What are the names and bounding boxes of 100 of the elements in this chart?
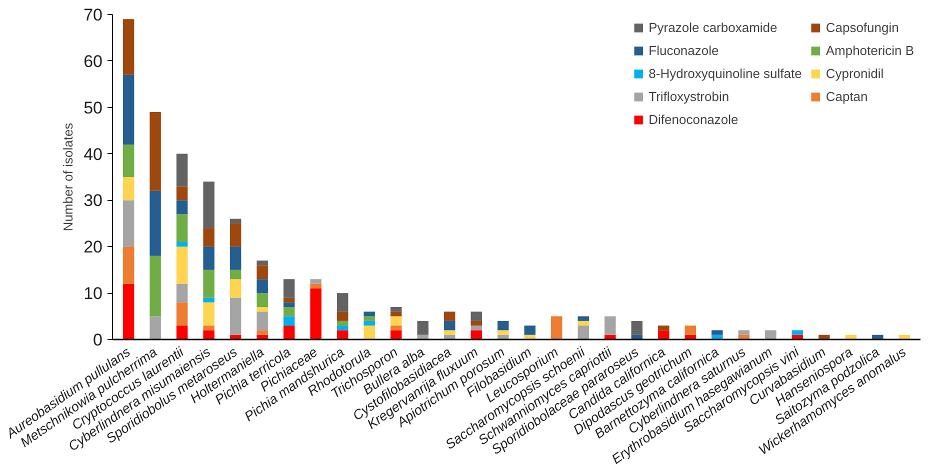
bar — [578, 316, 590, 321]
bar — [256, 312, 268, 330]
bar — [203, 270, 214, 298]
bar — [336, 330, 348, 340]
legend-label: Captan — [826, 89, 868, 104]
bar — [390, 312, 402, 316]
bar — [604, 316, 616, 335]
bar — [256, 307, 268, 312]
legend-label: Fluconazole — [648, 43, 719, 58]
bar — [578, 326, 590, 340]
bar — [203, 182, 214, 228]
y-tick-label: 10 — [84, 284, 103, 304]
bar — [364, 312, 375, 316]
bar — [444, 320, 456, 330]
y-tick-label: 70 — [84, 6, 103, 24]
bar — [122, 246, 134, 284]
bar — [122, 74, 134, 144]
bar — [150, 190, 161, 256]
legend-label: Difenoconazole — [648, 112, 738, 127]
bar — [230, 279, 242, 298]
bar — [470, 312, 482, 321]
bar — [176, 154, 188, 186]
bar — [122, 200, 134, 247]
bar — [230, 218, 242, 224]
bar — [470, 326, 482, 330]
bar — [176, 246, 188, 284]
bar — [122, 177, 134, 200]
bar — [390, 330, 402, 340]
bar — [203, 326, 214, 330]
bar — [283, 298, 295, 302]
bar — [256, 330, 268, 335]
bar — [390, 316, 402, 326]
bar — [444, 330, 456, 335]
bar — [122, 144, 134, 177]
bar — [738, 330, 750, 335]
bar — [122, 19, 134, 75]
bar — [336, 326, 348, 330]
bar — [684, 326, 696, 335]
bar — [176, 302, 188, 326]
bar — [765, 330, 776, 340]
bar — [524, 326, 536, 335]
bar — [712, 330, 723, 335]
bar — [283, 307, 295, 316]
bar — [256, 279, 268, 294]
bar — [176, 200, 188, 214]
legend-label: Trifloxystrobin — [648, 89, 730, 104]
bar — [256, 265, 268, 280]
bar — [203, 246, 214, 270]
bar — [551, 316, 562, 340]
bar — [498, 320, 509, 330]
bar — [203, 302, 214, 326]
bar — [336, 320, 348, 326]
bar — [364, 320, 375, 326]
bar — [310, 279, 322, 284]
legend-label: Amphotericin B — [826, 43, 914, 58]
bar — [176, 214, 188, 242]
bar — [470, 320, 482, 326]
bar — [122, 284, 134, 340]
bar — [792, 330, 804, 335]
y-tick-label: 20 — [84, 238, 103, 257]
bar — [390, 326, 402, 330]
bar — [203, 228, 214, 247]
y-tick-label: 30 — [84, 191, 103, 210]
bar — [176, 326, 188, 340]
bar — [310, 284, 322, 288]
legend-label: 8-Hydroxyquinoline sulfate — [648, 66, 802, 81]
bar — [256, 260, 268, 266]
bar — [230, 270, 242, 280]
bar — [364, 316, 375, 321]
bar — [203, 298, 214, 302]
y-tick-label: 0 — [93, 330, 103, 350]
y-tick-label: 50 — [84, 98, 103, 118]
bar — [658, 326, 670, 330]
bar — [230, 223, 242, 247]
bar — [203, 330, 214, 340]
bar — [150, 112, 161, 191]
bar — [336, 293, 348, 312]
bar — [176, 284, 188, 302]
bar — [283, 279, 295, 298]
bar — [470, 330, 482, 340]
legend-label: Cypronidil — [826, 66, 884, 81]
bar — [417, 320, 428, 335]
bar — [498, 330, 509, 335]
bar — [150, 316, 161, 340]
y-axis-title: Number of isolates — [60, 122, 76, 232]
bar — [658, 330, 670, 340]
bar — [230, 246, 242, 270]
bar — [578, 320, 590, 326]
y-tick-label: 60 — [84, 52, 103, 71]
bar — [283, 316, 295, 326]
bar — [444, 312, 456, 321]
legend-label: Capsofungin — [826, 20, 899, 35]
bar — [230, 298, 242, 335]
bar — [631, 320, 643, 335]
bar — [283, 326, 295, 340]
bar — [256, 293, 268, 307]
bar — [310, 288, 322, 340]
bar — [364, 326, 375, 340]
bar — [176, 242, 188, 247]
bar — [336, 312, 348, 321]
